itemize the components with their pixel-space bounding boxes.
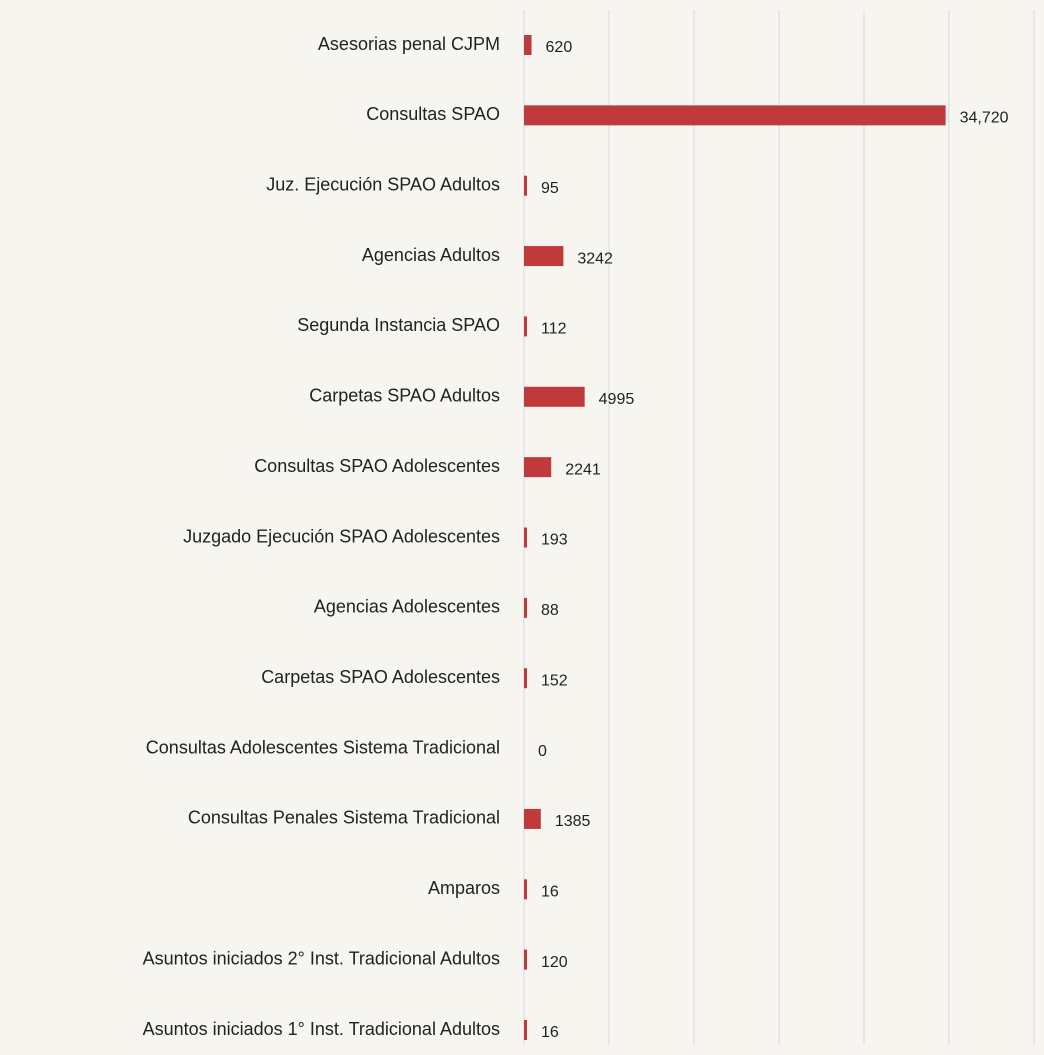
category-label: Asuntos iniciados 1° Inst. Tradicional A… (143, 1019, 500, 1039)
bar (524, 35, 532, 55)
bar (524, 668, 527, 689)
value-label: 88 (541, 602, 559, 619)
category-label: Consultas Penales Sistema Tradicional (188, 808, 500, 828)
value-label: 16 (541, 884, 559, 901)
value-label: 4995 (599, 391, 635, 408)
category-label: Consultas SPAO (366, 104, 500, 124)
category-label: Juzgado Ejecución SPAO Adolescentes (183, 526, 500, 546)
bar (524, 316, 527, 337)
category-label: Segunda Instancia SPAO (297, 315, 500, 335)
bar (524, 527, 527, 548)
category-label: Consultas SPAO Adolescentes (254, 456, 500, 476)
bar (524, 457, 552, 478)
value-label: 120 (541, 954, 568, 971)
bar (524, 1020, 527, 1040)
category-label: Juz. Ejecución SPAO Adultos (266, 174, 500, 194)
bar (524, 386, 585, 407)
bar (524, 246, 564, 267)
value-label: 112 (541, 321, 567, 338)
bar (524, 879, 527, 900)
value-label: 152 (541, 672, 568, 689)
category-label: Carpetas SPAO Adolescentes (261, 667, 500, 687)
bar (524, 808, 541, 829)
category-label: Asuntos iniciados 2° Inst. Tradicional A… (143, 948, 500, 968)
value-label: 34,720 (960, 110, 1009, 127)
category-label: Amparos (428, 878, 500, 898)
value-label: 95 (541, 180, 559, 197)
value-label: 16 (541, 1024, 559, 1041)
category-label: Consultas Adolescentes Sistema Tradicion… (146, 737, 500, 757)
value-label: 620 (546, 39, 573, 56)
bar (524, 597, 527, 618)
category-label: Carpetas SPAO Adultos (309, 386, 500, 406)
category-label: Asesorias penal CJPM (318, 34, 500, 54)
value-label: 3242 (577, 250, 613, 267)
value-label: 2241 (565, 461, 601, 478)
bar (524, 105, 946, 126)
bar (524, 175, 527, 196)
value-label: 193 (541, 532, 568, 549)
value-label: 0 (538, 743, 547, 760)
value-label: 1385 (555, 813, 591, 830)
bar (524, 949, 527, 970)
category-label: Agencias Adolescentes (314, 597, 500, 617)
category-label: Agencias Adultos (362, 245, 500, 265)
